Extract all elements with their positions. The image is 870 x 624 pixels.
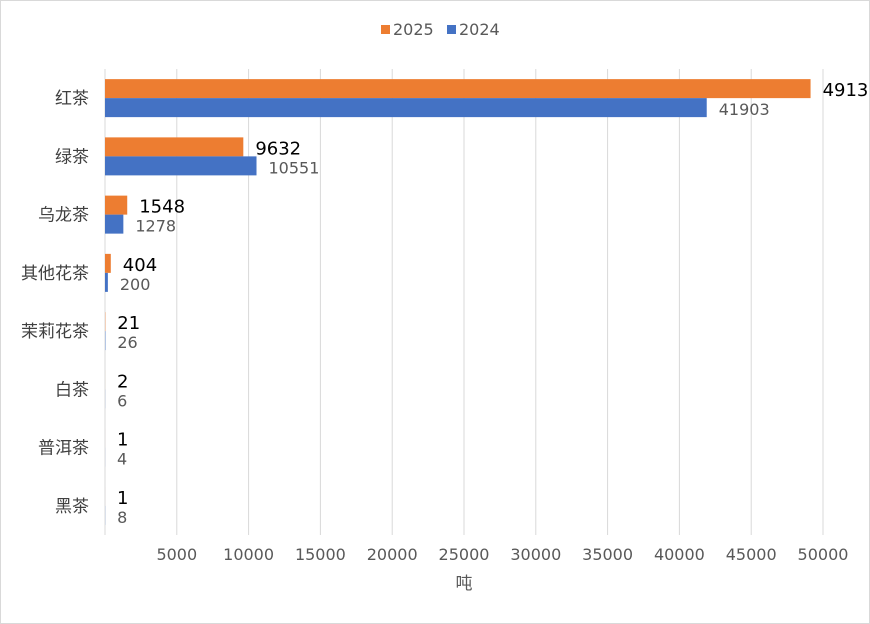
legend-swatch-2025 bbox=[381, 25, 390, 34]
category-label: 绿茶 bbox=[55, 147, 89, 167]
data-label-2025: 1 bbox=[117, 430, 128, 451]
x-tick-labels: 5000 10000 15000 20000 25000 30000 35000 40000 4… bbox=[156, 545, 848, 564]
category-label: 普洱茶 bbox=[38, 439, 89, 459]
legend-label-2025: 2025 bbox=[393, 20, 434, 39]
category-label: 乌龙茶 bbox=[38, 206, 89, 226]
value-labels: 4913441903963210551154812784042002126261… bbox=[117, 80, 869, 527]
bar-2025 bbox=[105, 137, 244, 157]
x-tick-label: 15000 bbox=[295, 545, 346, 564]
x-axis-title: 吨 bbox=[456, 574, 473, 594]
x-tick-label: 25000 bbox=[439, 545, 490, 564]
x-tick-label: 50000 bbox=[798, 545, 849, 564]
bar-2025 bbox=[105, 253, 111, 273]
data-label-2024: 200 bbox=[120, 275, 151, 294]
x-tick-label: 40000 bbox=[654, 545, 705, 564]
x-tick-label: 5000 bbox=[156, 545, 197, 564]
legend-label-2024: 2024 bbox=[459, 20, 500, 39]
data-label-2025: 404 bbox=[123, 255, 157, 276]
legend: 2025 2024 bbox=[381, 20, 500, 39]
data-label-2024: 4 bbox=[117, 450, 127, 469]
category-label: 其他花茶 bbox=[21, 264, 89, 284]
data-label-2025: 1548 bbox=[139, 197, 185, 218]
data-label-2025: 9632 bbox=[255, 138, 301, 159]
x-tick-label: 30000 bbox=[510, 545, 561, 564]
bars bbox=[105, 79, 811, 525]
data-label-2025: 21 bbox=[117, 313, 140, 334]
data-label-2024: 1278 bbox=[135, 217, 176, 236]
bar-2024 bbox=[105, 98, 707, 118]
bar-2024 bbox=[105, 156, 257, 176]
category-label: 黑茶 bbox=[55, 497, 89, 517]
category-label: 茉莉花茶 bbox=[21, 322, 89, 342]
x-tick-label: 20000 bbox=[367, 545, 418, 564]
bar-2024 bbox=[105, 214, 124, 234]
bar-2024 bbox=[105, 272, 108, 292]
bar-2025 bbox=[105, 195, 128, 215]
data-label-2024: 26 bbox=[117, 333, 137, 352]
data-label-2024: 10551 bbox=[269, 158, 320, 177]
data-label-2024: 6 bbox=[117, 391, 127, 410]
data-label-2025: 2 bbox=[117, 371, 128, 392]
x-tick-label: 35000 bbox=[582, 545, 633, 564]
category-label: 白茶 bbox=[55, 380, 89, 400]
x-tick-label: 45000 bbox=[726, 545, 777, 564]
category-label: 红茶 bbox=[55, 89, 89, 109]
bar-2025 bbox=[105, 79, 811, 99]
legend-swatch-2024 bbox=[447, 25, 456, 34]
data-label-2024: 41903 bbox=[719, 100, 770, 119]
x-tick-label: 10000 bbox=[223, 545, 274, 564]
data-label-2025: 1 bbox=[117, 488, 128, 509]
data-label-2024: 8 bbox=[117, 508, 127, 527]
